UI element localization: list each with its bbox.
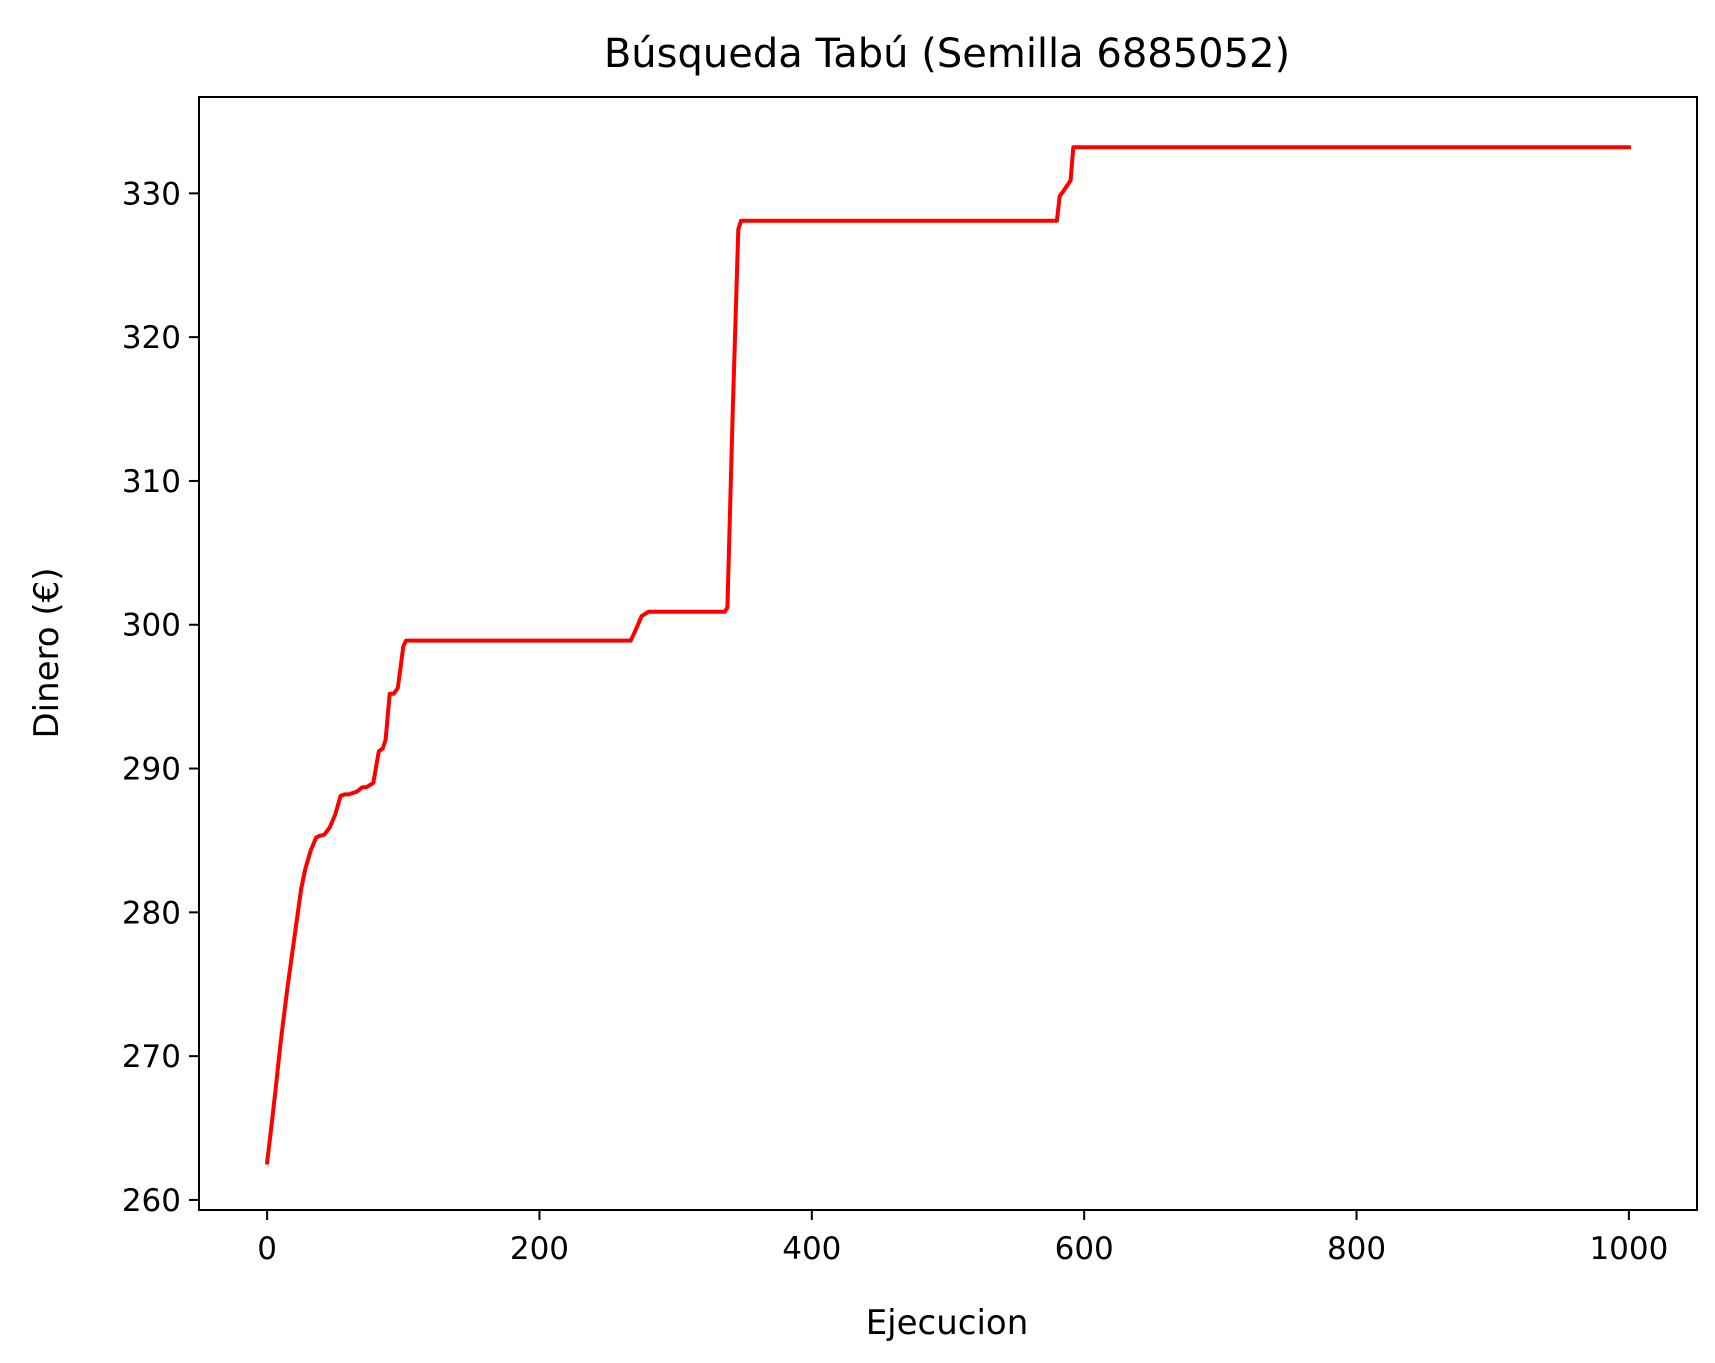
y-tick-label: 270	[122, 1039, 181, 1075]
x-tick-label: 600	[1055, 1231, 1114, 1267]
y-tick-label: 310	[122, 464, 181, 500]
plot-frame	[198, 96, 1698, 1211]
y-tick-label: 320	[122, 320, 181, 356]
y-axis: 260 270 280 290 300 310 320 330	[122, 176, 199, 1219]
series-line	[264, 145, 1631, 1165]
x-axis: 0 200 400 600 800 1000	[257, 1210, 1668, 1267]
x-tick-label: 200	[510, 1231, 569, 1267]
x-tick-label: 400	[782, 1231, 841, 1267]
y-tick-label: 330	[122, 176, 181, 212]
y-tick-label: 290	[122, 752, 181, 788]
x-tick-label: 1000	[1589, 1231, 1668, 1267]
y-axis-label: Dinero (€)	[27, 567, 67, 738]
y-tick-label: 300	[122, 608, 181, 644]
y-tick-label: 260	[122, 1183, 181, 1219]
chart-title: Búsqueda Tabú (Semilla 6885052)	[604, 31, 1290, 77]
x-tick-label: 0	[257, 1231, 277, 1267]
x-axis-label: Ejecucion	[866, 1303, 1029, 1343]
series-layer	[264, 145, 1631, 1165]
x-tick-label: 800	[1327, 1231, 1386, 1267]
y-tick-label: 280	[122, 895, 181, 931]
